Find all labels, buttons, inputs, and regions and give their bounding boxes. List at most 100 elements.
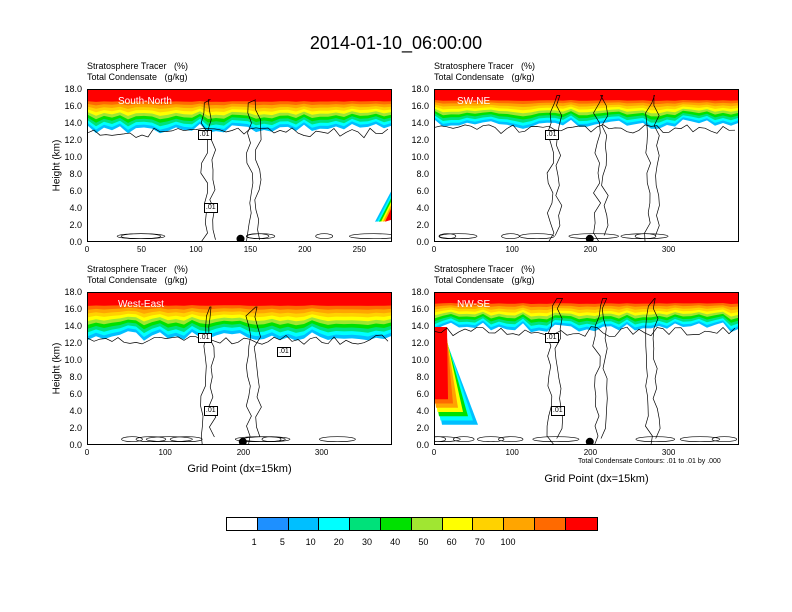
colorbar-swatch bbox=[565, 518, 597, 530]
y-tick-label: 0.0 bbox=[69, 237, 82, 247]
condensate-contour bbox=[435, 436, 461, 443]
condensate-contour bbox=[498, 436, 524, 443]
contour-label: .01 bbox=[197, 129, 212, 140]
condensate-contour bbox=[145, 436, 193, 443]
x-tick-label: 100 bbox=[505, 448, 519, 457]
chart-panel-west-east: West-East .01 .01 .01 bbox=[87, 292, 392, 445]
contour-label: .01 bbox=[544, 129, 559, 140]
y-tick-label: 4.0 bbox=[416, 203, 429, 213]
condensate-contour bbox=[121, 436, 143, 443]
y-tick-label: 8.0 bbox=[69, 372, 82, 382]
y-tick-label: 2.0 bbox=[416, 423, 429, 433]
panel-title-tracer: Stratosphere Tracer (%) bbox=[434, 264, 536, 274]
chart-panel-sw-ne: SW-NE .01 bbox=[434, 89, 739, 242]
condensate-contour bbox=[546, 95, 563, 241]
condensate-contour bbox=[88, 334, 389, 345]
y-tick-label: 14.0 bbox=[64, 321, 82, 331]
y-tick-label: 6.0 bbox=[416, 389, 429, 399]
condensate-contour bbox=[200, 99, 216, 241]
y-tick-label: 6.0 bbox=[416, 186, 429, 196]
x-tick-label: 0 bbox=[84, 448, 90, 457]
condensate-contour bbox=[592, 298, 608, 444]
region-label: SW-NE bbox=[457, 96, 491, 107]
y-tick-label: 16.0 bbox=[411, 101, 429, 111]
colorbar-swatch bbox=[473, 518, 505, 530]
panel-title-tracer: Stratosphere Tracer (%) bbox=[87, 61, 189, 71]
colorbar-label: 100 bbox=[500, 537, 516, 547]
y-tick-label: 8.0 bbox=[416, 169, 429, 179]
y-tick-label: 10.0 bbox=[64, 152, 82, 162]
colorbar-label: 70 bbox=[474, 537, 485, 547]
tracer-band-10 bbox=[435, 90, 738, 101]
condensate-contour bbox=[246, 233, 276, 240]
x-tick-label: 300 bbox=[661, 245, 676, 254]
contour-label: .01 bbox=[277, 346, 291, 357]
panel-title-tracer: Stratosphere Tracer (%) bbox=[434, 61, 536, 71]
y-tick-label: 12.0 bbox=[411, 135, 429, 145]
x-tick-label: 50 bbox=[137, 245, 146, 254]
y-tick-label: 16.0 bbox=[64, 101, 82, 111]
panel-title-condensate: Total Condensate (g/kg) bbox=[87, 275, 188, 285]
condensate-contour bbox=[169, 436, 203, 443]
colorbar-swatch bbox=[442, 518, 474, 530]
location-marker bbox=[585, 437, 594, 444]
condensate-contour bbox=[435, 326, 736, 337]
panel-title-condensate: Total Condensate (g/kg) bbox=[87, 72, 188, 82]
cross-section-plot bbox=[88, 293, 391, 444]
colorbar-swatch bbox=[319, 518, 351, 530]
x-axis-title: Grid Point (dx=15km) bbox=[187, 463, 292, 475]
colorbar-swatch bbox=[350, 518, 381, 530]
condensate-contour bbox=[679, 436, 721, 443]
colorbar bbox=[226, 517, 598, 531]
y-tick-label: 12.0 bbox=[411, 338, 429, 348]
condensate-contour bbox=[519, 233, 555, 240]
condensate-contour bbox=[234, 436, 286, 443]
tracer-band-10 bbox=[88, 293, 391, 306]
colorbar-label: 1 bbox=[251, 537, 257, 547]
y-tick-label: 4.0 bbox=[69, 203, 82, 213]
colorbar-label: 50 bbox=[418, 537, 429, 547]
contour-note: Total Condensate Contours: .01 to .01 by… bbox=[578, 458, 721, 465]
panel-title-condensate: Total Condensate (g/kg) bbox=[434, 275, 535, 285]
y-tick-label: 18.0 bbox=[411, 84, 429, 94]
condensate-contour bbox=[501, 233, 520, 240]
y-tick-label: 14.0 bbox=[64, 118, 82, 128]
region-label: West-East bbox=[118, 299, 164, 310]
y-tick-label: 4.0 bbox=[416, 406, 429, 416]
tracer-band-10 bbox=[435, 293, 738, 304]
y-tick-label: 18.0 bbox=[64, 84, 82, 94]
panel-title-condensate: Total Condensate (g/kg) bbox=[434, 72, 535, 82]
condensate-contour bbox=[319, 436, 356, 443]
y-tick-label: 18.0 bbox=[64, 287, 82, 297]
contour-label: .01 bbox=[203, 203, 218, 214]
y-tick-label: 14.0 bbox=[411, 321, 429, 331]
y-tick-label: 0.0 bbox=[69, 440, 82, 450]
page-title: 2014-01-10_06:00:00 bbox=[309, 33, 483, 53]
y-tick-label: 16.0 bbox=[64, 304, 82, 314]
x-tick-label: 150 bbox=[243, 245, 258, 254]
colorbar-swatch bbox=[411, 518, 443, 530]
tracer-band-10 bbox=[88, 90, 391, 102]
region-label: NW-SE bbox=[457, 299, 491, 310]
contour-label: .01 bbox=[544, 332, 559, 343]
y-tick-label: 10.0 bbox=[411, 355, 429, 365]
location-marker bbox=[236, 234, 245, 241]
x-axis-title: Grid Point (dx=15km) bbox=[544, 473, 649, 485]
x-tick-label: 100 bbox=[505, 245, 519, 254]
tracer-intrusion-7 bbox=[435, 327, 449, 407]
condensate-contour bbox=[711, 436, 738, 443]
cross-section-plot bbox=[435, 90, 738, 241]
y-tick-label: 10.0 bbox=[411, 152, 429, 162]
contour-label: .01 bbox=[550, 406, 565, 417]
colorbar-swatch bbox=[227, 518, 258, 530]
contour-label: .01 bbox=[203, 406, 218, 417]
colorbar-swatch bbox=[257, 518, 289, 530]
condensate-contour bbox=[546, 298, 564, 444]
condensate-contour bbox=[120, 233, 162, 240]
y-axis-title: Height (km) bbox=[51, 139, 63, 191]
tracer-intrusion-6 bbox=[385, 209, 391, 222]
y-tick-label: 0.0 bbox=[416, 440, 429, 450]
x-tick-label: 300 bbox=[314, 448, 329, 457]
cross-section-plot bbox=[435, 293, 738, 444]
chart-panel-nw-se: NW-SE .01 .01 bbox=[434, 292, 739, 445]
